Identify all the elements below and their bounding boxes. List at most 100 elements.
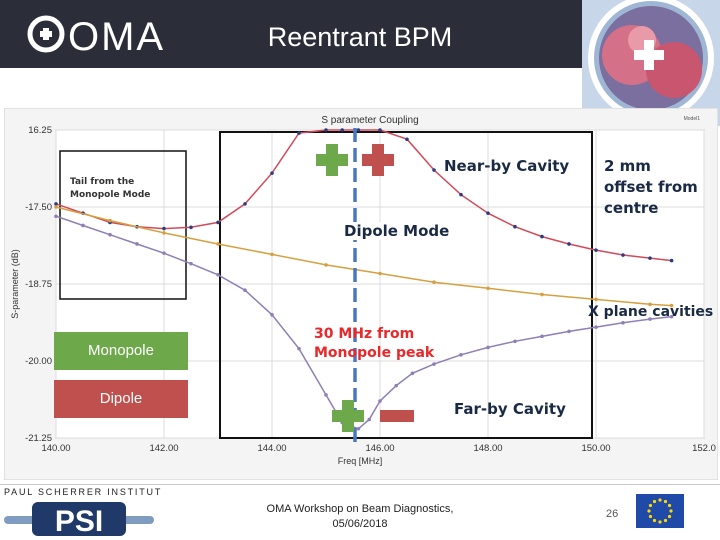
oma-logo: OMA: [27, 15, 165, 56]
series-point-2: [432, 280, 436, 284]
series-point-3: [270, 313, 274, 317]
dipole-region-box: [219, 131, 593, 439]
series-point-3: [54, 214, 58, 219]
logo-text: OMA: [68, 15, 165, 56]
eu-star: [669, 509, 673, 513]
series-point-1: [297, 131, 301, 135]
series-point-3: [108, 232, 112, 237]
series-point-1: [432, 168, 436, 172]
x-tick-label: 140.00: [41, 443, 70, 454]
y-tick-label: -20.00: [25, 356, 52, 367]
series-point-3: [648, 317, 652, 321]
series-point-3: [243, 288, 247, 292]
series-point-1: [648, 256, 652, 260]
series-point-1: [270, 171, 274, 175]
y-tick-label: -18.75: [25, 279, 52, 290]
psi-logo-text: PSI: [55, 505, 103, 538]
offset-label: 2 mm offset from centre: [604, 157, 698, 217]
y-tick-label: -21.25: [25, 433, 52, 444]
mhz-note-label: 30 MHz from Monopole peak: [314, 326, 435, 361]
s-parameter-chart: S parameter Coupling Model1 140.00 142.00 14…: [4, 108, 718, 480]
x-tick-label: 150.00: [581, 443, 610, 454]
series-point-3: [567, 329, 571, 334]
series-point-1: [356, 128, 361, 132]
series-point-2: [108, 218, 112, 223]
eu-star: [663, 518, 668, 523]
series-point-3: [513, 339, 517, 344]
series-point-3: [394, 383, 399, 388]
series-point-1: [189, 225, 193, 230]
eu-star: [647, 509, 651, 513]
series-point-1: [243, 202, 247, 206]
eu-star: [658, 520, 662, 524]
series-point-1: [378, 128, 382, 132]
dipole-legend: Dipole: [54, 380, 188, 418]
monopole-legend: Monopole: [54, 332, 188, 370]
footer-divider: [0, 484, 720, 485]
monopole-plus-bottom-icon-horizontal: [332, 410, 364, 422]
series-point-1: [621, 253, 625, 257]
series-point-1: [324, 128, 328, 132]
series-point-3: [81, 223, 85, 228]
series-point-3: [486, 345, 490, 350]
series-point-1: [340, 128, 345, 132]
far-by-label: Far-by Cavity: [454, 400, 566, 418]
x-tick-label: 152.0: [692, 443, 716, 454]
y-tick-label: -17.50: [25, 202, 52, 213]
model-label: Model1: [684, 116, 701, 122]
series-point-1: [216, 220, 220, 225]
tail-label: Tail from the Monopole Mode: [70, 177, 151, 200]
series-point-3: [324, 393, 328, 397]
series-point-1: [162, 226, 166, 231]
series-point-3: [135, 242, 139, 246]
dipole-plus-icon-horizontal: [362, 154, 394, 166]
institute-name: PAUL SCHERRER INSTITUT: [4, 487, 163, 497]
eu-star: [648, 514, 653, 519]
dipole-mode-label: Dipole Mode: [344, 222, 450, 240]
series-point-3: [459, 353, 463, 357]
eu-star: [648, 503, 653, 508]
page-number: 26: [606, 508, 619, 520]
workshop-date: 05/06/2018: [332, 518, 388, 530]
series-point-3: [669, 314, 674, 319]
series-point-2: [270, 252, 274, 257]
x-plane-label: X plane cavities: [588, 304, 714, 320]
series-point-2: [378, 271, 382, 276]
workshop-name: OMA Workshop on Beam Diagnostics,: [266, 503, 454, 515]
series-point-1: [486, 211, 490, 215]
series-point-3: [410, 371, 415, 376]
decorative-photo: [582, 0, 720, 126]
footer-caption: OMA Workshop on Beam Diagnostics, 05/06/…: [230, 502, 490, 532]
offset-label-bg: [604, 146, 686, 200]
monopole-plus-icon-horizontal: [316, 154, 348, 166]
page-title: Reentrant BPM: [267, 22, 453, 52]
near-by-label: Near-by Cavity: [444, 157, 570, 175]
y-axis-label: S-parameter (dB): [10, 249, 20, 319]
series-point-2: [669, 303, 674, 308]
series-point-3: [540, 334, 544, 339]
series-point-1: [54, 202, 58, 206]
series-point-1: [513, 224, 517, 229]
eu-star: [652, 499, 657, 504]
series-point-2: [540, 292, 544, 297]
y-tick-label: 16.25: [28, 125, 52, 136]
x-tick-label: 144.00: [257, 443, 286, 454]
series-point-3: [621, 321, 625, 325]
dipole-minus-icon: [380, 410, 414, 422]
series-point-1: [594, 248, 598, 252]
series-point-1: [459, 192, 463, 197]
x-tick-label: 142.00: [149, 443, 178, 454]
chart-panel: S parameter Coupling Model1 140.00 142.00 14…: [4, 108, 718, 480]
series-point-2: [216, 242, 220, 246]
series-point-3: [216, 272, 220, 277]
eu-star: [667, 503, 672, 508]
tail-region-box: [59, 150, 187, 300]
series-point-2: [324, 263, 328, 267]
series-point-3: [367, 417, 372, 422]
series-point-2: [162, 231, 166, 235]
series-point-3: [297, 346, 301, 351]
x-axis-label: Freq [MHz]: [338, 456, 383, 466]
series-point-3: [378, 399, 382, 403]
series-point-2: [648, 302, 652, 307]
series-point-1: [405, 137, 409, 142]
